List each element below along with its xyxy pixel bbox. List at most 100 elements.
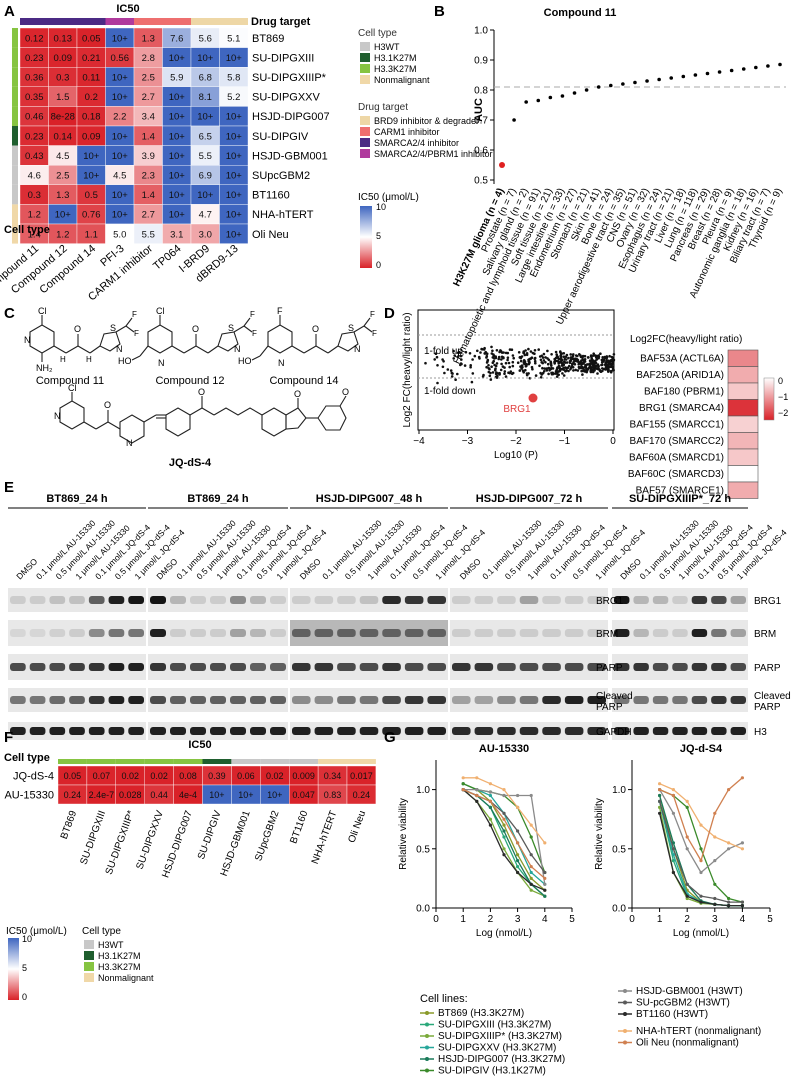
panel-b-ylabel: AUC: [473, 98, 485, 122]
d-point: [569, 359, 572, 363]
f-cell-value: 0.34: [324, 771, 342, 781]
d-point: [527, 347, 530, 351]
blot-band: [497, 629, 516, 637]
f-cell-value: 10+: [267, 790, 282, 800]
panel-b-title: Compound 11: [544, 7, 617, 19]
heatmap-cell: [219, 223, 249, 244]
cell-line-label: SUpcGBM2: [252, 170, 310, 182]
g-chart-title: JQ-d-S4: [680, 743, 723, 755]
d-point: [500, 362, 503, 366]
g-legend-marker: [425, 1068, 429, 1073]
blot-band: [730, 696, 746, 704]
blot-band: [614, 696, 630, 704]
blot-band: [587, 727, 606, 735]
blot-band: [128, 727, 144, 735]
panel-a-cell-type-label: Cell type: [4, 224, 50, 236]
d-point: [590, 355, 593, 358]
d-point: [446, 368, 450, 371]
panel-b: B Compound 11 AUC 1.00.90.80.70.60.5H3K2…: [434, 3, 786, 366]
d-point: [565, 361, 569, 364]
d-point: [523, 362, 526, 366]
blot-band: [564, 629, 584, 637]
d-heat-cell: [727, 465, 759, 483]
heatmap-cell-value: 10+: [169, 190, 186, 201]
cell-line-label: BT1160: [252, 190, 290, 202]
g-legend-marker: [623, 989, 627, 993]
blot-band: [314, 696, 334, 704]
blot-band: [427, 663, 446, 671]
d-point: [593, 365, 596, 369]
d-point: [530, 365, 534, 369]
d-point: [562, 352, 566, 355]
f-cell-value: 4e-4: [179, 790, 197, 800]
b-point: [705, 71, 710, 76]
d-point: [477, 355, 481, 359]
heatmap-cell-value: 1.5: [56, 92, 69, 103]
d-point: [512, 356, 515, 360]
f-scale-tick: 0: [22, 992, 27, 1002]
g-point: [727, 896, 731, 901]
d-point: [493, 357, 496, 360]
d-point: [434, 352, 438, 356]
heatmap-cell-value: 10+: [226, 229, 243, 240]
blot-band: [404, 596, 424, 604]
f-cell-value: 0.02: [121, 771, 139, 781]
blot-band: [427, 696, 446, 704]
heatmap-cell-value: 0.35: [25, 92, 44, 103]
blot-band: [69, 596, 85, 604]
jq-ds-4-structure: Cl N O N O O O JQ-dS-4: [54, 383, 349, 469]
panel-a-celltype-legend-title: Cell type: [358, 28, 397, 39]
f-cell-value: 0.02: [266, 771, 284, 781]
heatmap-cell-value: 10+: [169, 112, 186, 123]
blot-band: [292, 727, 311, 735]
d-point: [485, 354, 489, 358]
d-point: [546, 362, 550, 366]
d-protein-label: BRG1 (SMARCA4): [639, 403, 724, 414]
heatmap-cell-value: 10+: [112, 190, 129, 201]
d-point: [562, 374, 566, 377]
f-cell-value: 0.05: [64, 771, 82, 781]
d-point: [524, 349, 527, 352]
d-xtick-label: −3: [462, 436, 474, 447]
heatmap-cell-value: 10+: [169, 171, 186, 182]
d-point: [538, 364, 541, 368]
heatmap-cell-value: 0.46: [25, 112, 44, 123]
g-point: [671, 853, 676, 857]
blot-band: [88, 596, 105, 604]
g-point: [713, 835, 717, 839]
d-point: [597, 355, 601, 359]
panel-f-row-header: Cell type: [4, 752, 50, 764]
g-point: [727, 900, 731, 904]
blot-band: [497, 663, 516, 671]
d-point: [456, 355, 460, 359]
blot-band: [711, 696, 727, 704]
blot-band: [474, 696, 494, 704]
blot-band: [519, 727, 539, 735]
d-point: [485, 365, 488, 369]
svg-text:HO: HO: [118, 356, 132, 366]
d-point: [482, 373, 485, 377]
d-point: [573, 359, 576, 363]
cell-type-swatch: [12, 67, 18, 87]
panel-d-volcano-points: [424, 345, 616, 385]
d-point: [498, 371, 501, 375]
g-xtick-label: 4: [542, 914, 548, 925]
panel-f-heatmap: BT869 SU-DIPGXIIISU-DIPGXIIIP*SU-DIPGXXVH…: [4, 759, 377, 879]
d-point: [610, 355, 614, 359]
d-point: [533, 357, 537, 361]
f-celltype-swatch: [202, 759, 232, 764]
heatmap-cell-value: 10+: [112, 210, 129, 221]
d-point: [612, 353, 616, 356]
band-label: H3: [754, 727, 767, 738]
panel-g-legend-title: Cell lines:: [420, 993, 468, 1005]
g-point: [502, 817, 506, 821]
blot-band: [230, 596, 246, 604]
cell-type-swatch: [12, 126, 18, 146]
g-ytick-label: 0.0: [416, 904, 430, 915]
panel-c-letter: C: [4, 305, 15, 322]
f-celltype-swatch: [289, 759, 319, 764]
heatmap-cell-value: 10+: [169, 131, 186, 142]
blot-band: [49, 727, 66, 735]
d-point: [441, 365, 445, 369]
blot-band: [691, 596, 708, 604]
